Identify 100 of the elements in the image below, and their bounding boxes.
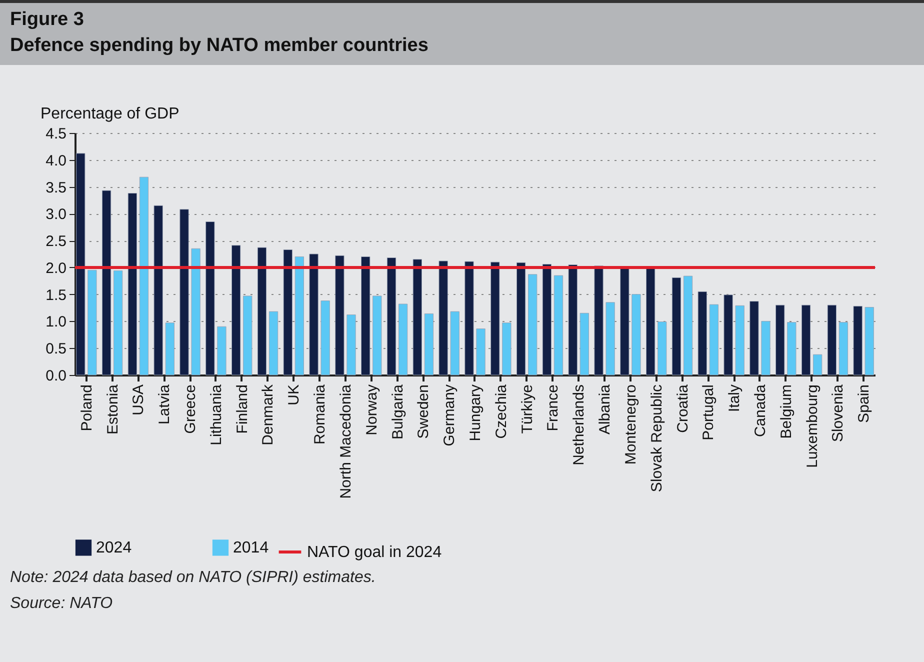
bar	[568, 264, 578, 376]
x-tick-label: Canada	[752, 384, 769, 438]
y-tick-label: 3.5	[46, 179, 66, 196]
x-tick-label: North Macedonia	[337, 384, 354, 499]
bar	[853, 306, 862, 376]
bar	[320, 300, 330, 376]
x-tick-label: Albania	[596, 384, 614, 435]
x-tick-label: Hungary	[467, 384, 484, 442]
bar	[243, 296, 252, 376]
bar	[268, 311, 278, 376]
bar	[490, 262, 500, 376]
x-tick-label: Portugal	[700, 384, 718, 440]
legend-label: NATO goal in 2024	[307, 544, 442, 561]
x-tick-label: Slovenia	[830, 384, 847, 442]
bar	[787, 322, 796, 376]
y-tick-label: 0.0	[46, 368, 66, 384]
bar	[528, 274, 538, 376]
bar	[398, 304, 408, 376]
x-tick-label: Spain	[856, 384, 873, 423]
bar	[294, 256, 304, 376]
y-tick-label: 1.0	[46, 314, 66, 331]
source-note: Source: NATO	[9, 594, 114, 614]
x-tick-label: Latvia	[156, 384, 174, 425]
bar	[464, 261, 474, 376]
bar	[580, 312, 589, 376]
y-tick-label: 2.0	[46, 260, 66, 277]
bar	[735, 305, 744, 376]
bar	[658, 322, 667, 376]
bar	[165, 322, 174, 376]
bar	[386, 258, 396, 376]
x-tick-label: Romania	[312, 384, 329, 445]
bar	[76, 153, 86, 376]
bar	[412, 259, 422, 376]
bar	[180, 209, 189, 376]
x-tick-label: Germany	[441, 384, 458, 446]
bar	[154, 205, 163, 376]
bar	[761, 320, 770, 376]
legend-label: 2024	[96, 540, 132, 557]
bar	[231, 245, 241, 376]
bar	[476, 328, 486, 376]
x-tick-label: UK	[286, 384, 303, 406]
x-tick-label: Greece	[182, 384, 200, 434]
bar	[424, 313, 434, 376]
y-tick-label: 2.5	[46, 233, 66, 250]
chart-subtitle: Defence spending by NATO member countries	[10, 34, 430, 58]
bar	[139, 176, 149, 376]
bar	[128, 192, 138, 376]
bar	[827, 304, 836, 376]
bar	[450, 311, 460, 376]
bar	[864, 306, 874, 376]
bar	[801, 304, 811, 376]
x-tick-label: Montenegro	[622, 384, 640, 465]
bar	[502, 322, 512, 376]
bar	[776, 304, 785, 376]
text: Note: 2024 data based on NATO (SIPRI) estimates.	[9, 568, 377, 588]
bar	[257, 247, 267, 376]
x-tick-label: Luxembourg	[804, 384, 821, 468]
bar	[554, 275, 564, 376]
bar	[606, 302, 615, 376]
bar	[724, 294, 733, 376]
bar	[632, 294, 641, 376]
y-tick-label: 4.5	[46, 126, 66, 142]
bar	[335, 255, 344, 376]
x-tick-label: Czechia	[492, 384, 510, 439]
x-tick-label: Finland	[234, 384, 251, 434]
x-tick-label: Denmark	[260, 384, 277, 446]
bar	[102, 190, 112, 376]
chart-title: Figure 3	[10, 8, 85, 32]
x-tick-label: Estonia	[104, 384, 122, 435]
bar	[698, 291, 707, 376]
bar	[309, 254, 318, 376]
x-tick-label: Italy	[726, 384, 744, 412]
bar	[283, 249, 292, 376]
bar	[114, 270, 123, 376]
x-tick-label: Netherlands	[570, 384, 588, 466]
legend-label: 2014	[233, 540, 269, 557]
bar	[542, 264, 552, 376]
y-tick-label: 1.5	[46, 286, 66, 304]
bar	[812, 354, 822, 376]
x-tick-label: Slovak Republic	[648, 384, 666, 492]
bar	[594, 266, 604, 376]
bar	[683, 276, 693, 376]
y-tick-label: 4.0	[46, 152, 66, 170]
bar	[206, 221, 215, 376]
y-tick-label: 0.5	[46, 340, 66, 358]
x-tick-label: Türkiye	[518, 384, 536, 434]
x-tick-label: USA	[130, 384, 148, 416]
bar	[346, 314, 356, 376]
bar	[709, 304, 719, 376]
bar	[672, 277, 682, 376]
x-tick-label: Bulgaria	[389, 384, 406, 440]
x-tick-label: Sweden	[415, 384, 432, 439]
x-tick-label: Croatia	[674, 384, 692, 433]
bar	[838, 322, 848, 376]
bar	[361, 256, 370, 376]
y-axis-title: Percentage of GDP	[40, 106, 180, 122]
bar	[646, 267, 656, 376]
x-tick-label: Lithuania	[208, 384, 225, 446]
bar	[88, 270, 97, 376]
y-tick-label: 3.0	[46, 206, 66, 224]
